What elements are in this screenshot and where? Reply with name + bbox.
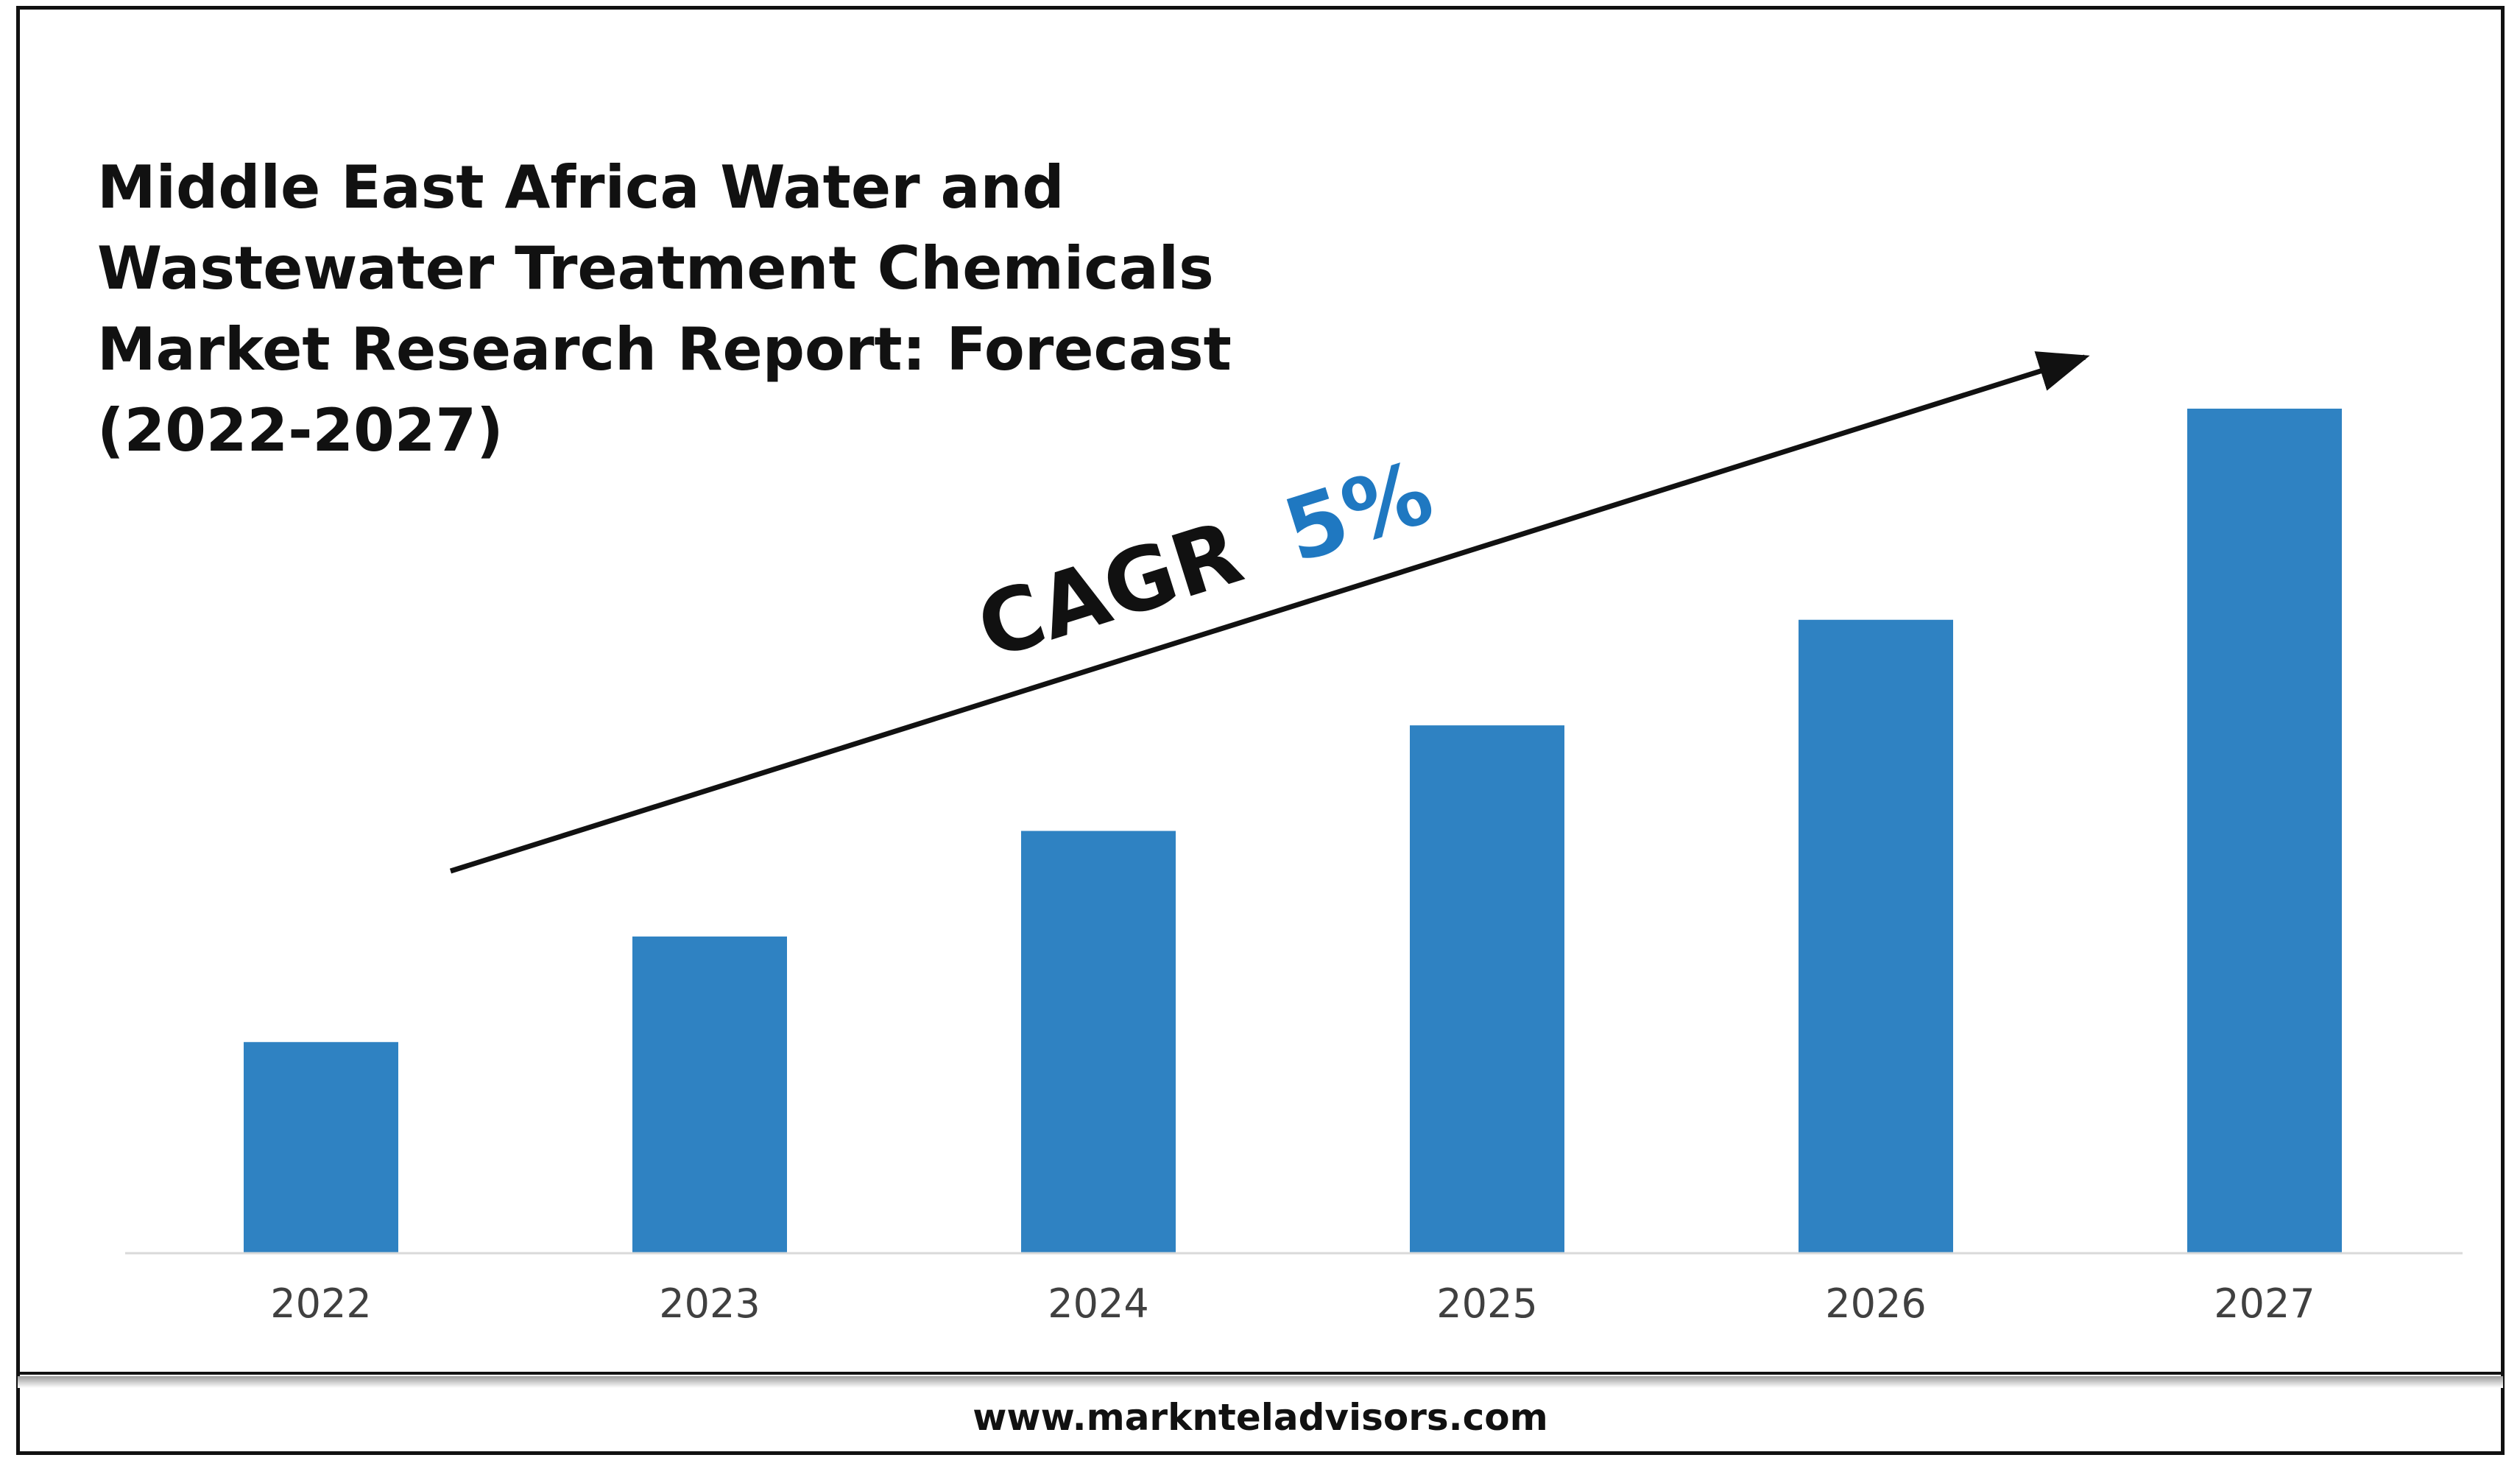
x-tick-label-2027: 2027 <box>2214 1280 2315 1327</box>
x-tick-labels: 2022 2023 2024 2025 2026 2027 <box>270 1280 2315 1327</box>
x-tick-label-2023: 2023 <box>659 1280 760 1327</box>
footer-shadow <box>18 1376 2503 1388</box>
bar-2022 <box>244 1042 398 1253</box>
cagr-label: CAGR <box>966 501 1253 678</box>
chart-title-line-2: Wastewater Treatment Chemicals <box>97 234 1214 303</box>
chart-frame <box>16 6 2505 1455</box>
bars-group <box>244 409 2342 1253</box>
chart-title-line-3: Market Research Report: Forecast <box>97 315 1232 384</box>
x-tick-label-2025: 2025 <box>1436 1280 1537 1327</box>
bar-2023 <box>632 936 787 1253</box>
chart-title-line-1: Middle East Africa Water and <box>97 153 1065 222</box>
chart-title: Middle East Africa Water and Wastewater … <box>97 153 1232 465</box>
x-tick-label-2022: 2022 <box>270 1280 371 1327</box>
footer-website: www.marknteladvisors.com <box>973 1396 1548 1439</box>
chart-title-line-4: (2022-2027) <box>97 396 504 465</box>
bar-2025 <box>1410 725 1564 1253</box>
bar-2026 <box>1799 619 1953 1253</box>
cagr-trend-arrow <box>449 351 2090 874</box>
cagr-annotation: CAGR 5% <box>966 441 1444 679</box>
bar-2027 <box>2187 409 2342 1253</box>
x-tick-label-2026: 2026 <box>1825 1280 1926 1327</box>
x-tick-label-2024: 2024 <box>1048 1280 1148 1327</box>
bar-2024 <box>1021 831 1176 1253</box>
cagr-value: 5% <box>1273 441 1444 582</box>
